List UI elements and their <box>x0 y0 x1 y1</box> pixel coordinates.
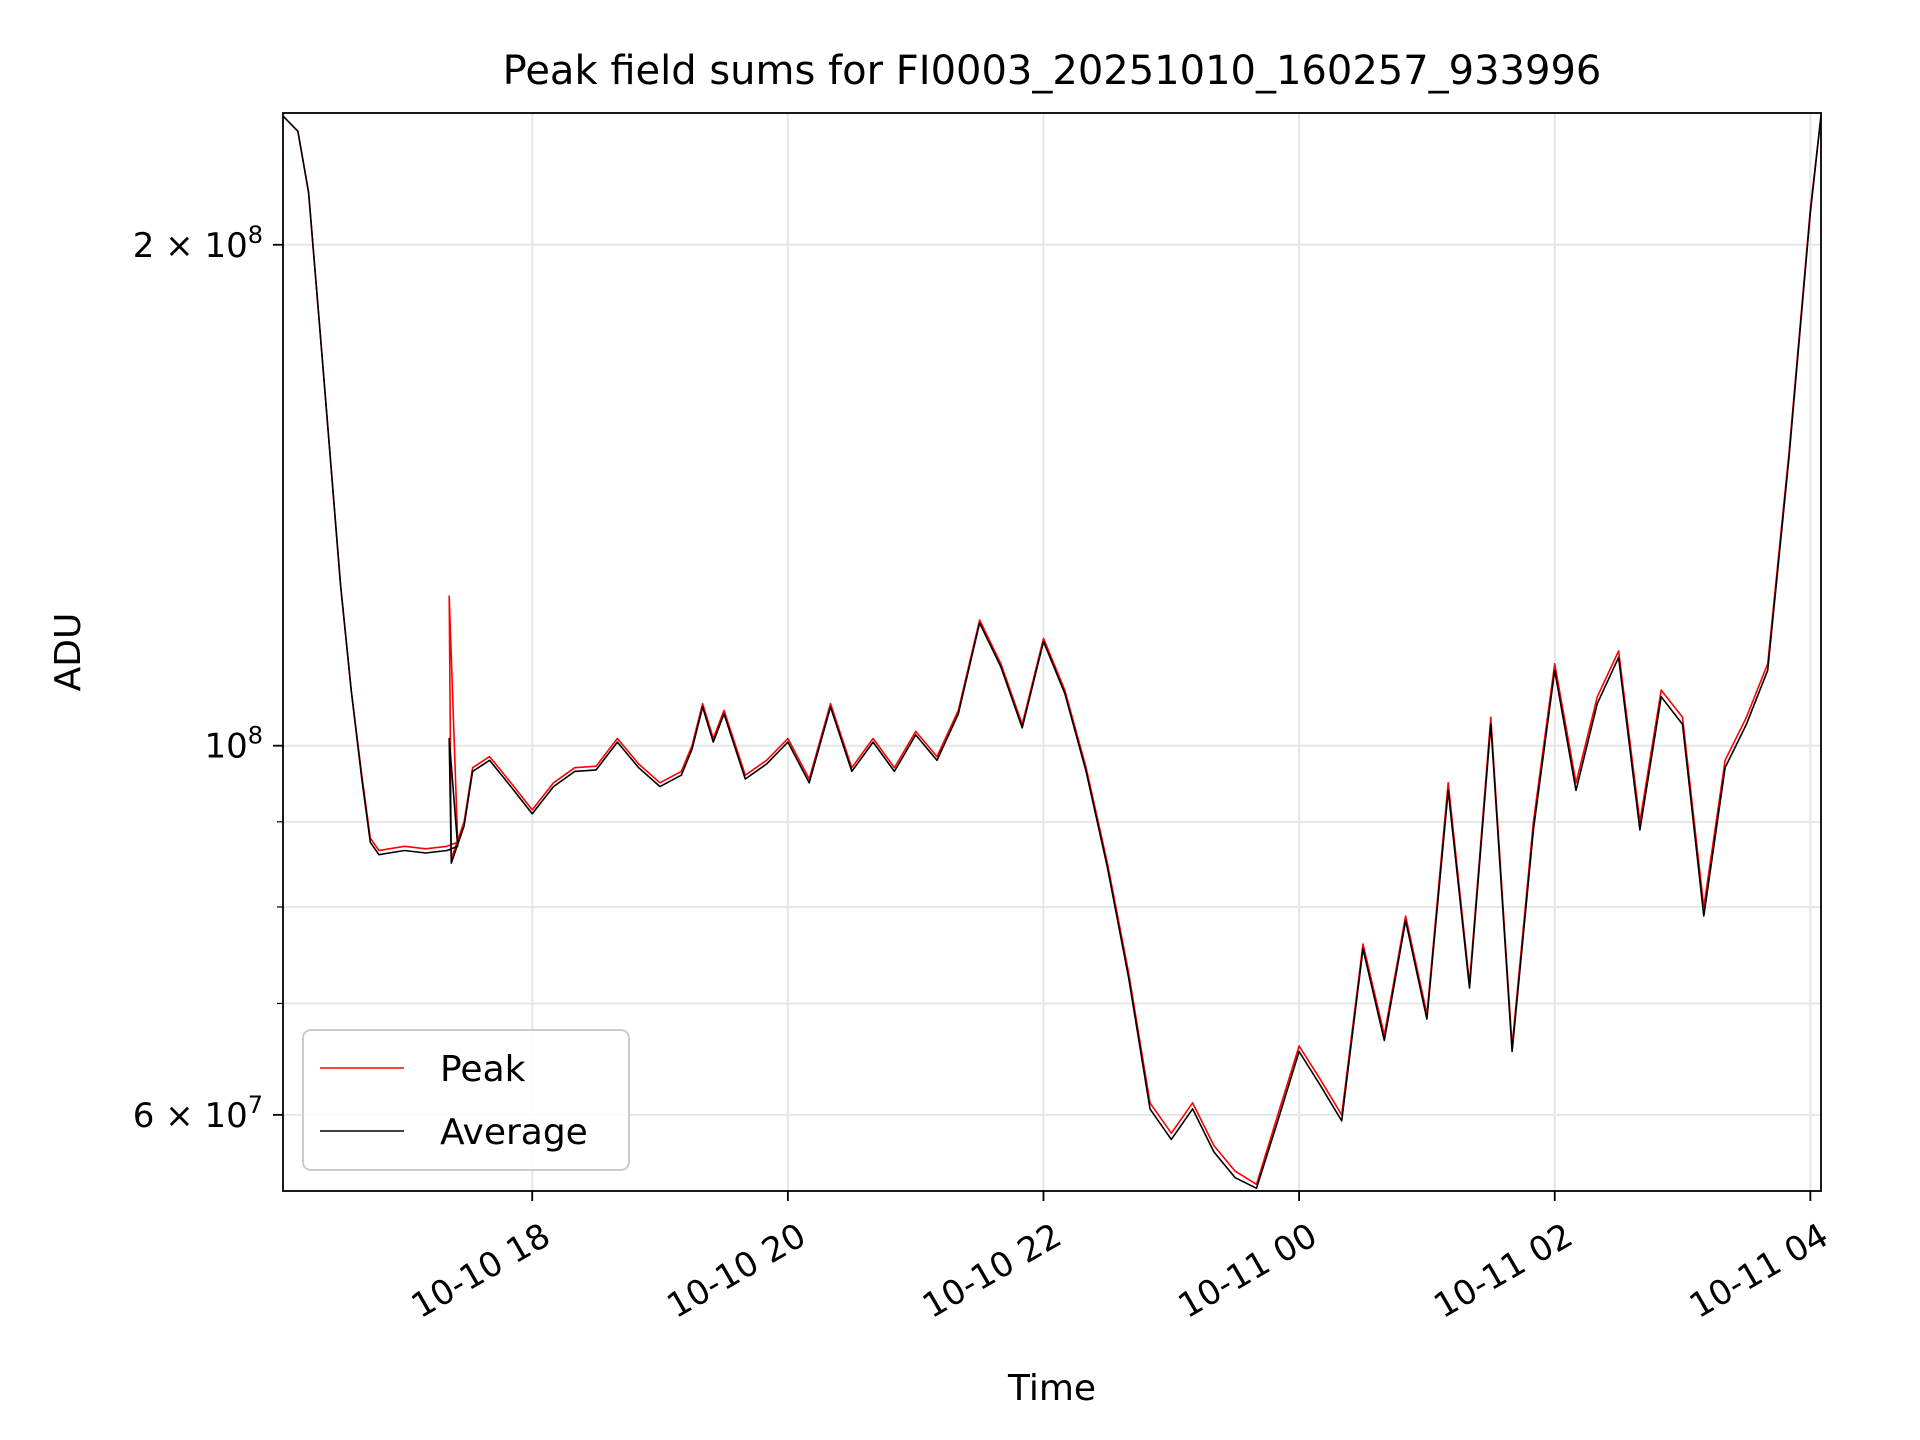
y-axis-label: ADU <box>48 613 89 692</box>
chart-title: Peak field sums for FI0003_20251010_1602… <box>503 48 1602 94</box>
x-axis-label: Time <box>1007 1368 1096 1409</box>
y-tick-label: 108 <box>204 722 263 767</box>
series-layer <box>283 115 1821 1190</box>
y-tick-exponent: 7 <box>248 1091 263 1119</box>
y-tick-label: 2 × 108 <box>133 221 263 266</box>
y-tick-base: 6 × 10 <box>133 1096 248 1136</box>
series-line-average <box>283 115 1821 1190</box>
y-tick-base: 2 × 10 <box>133 226 248 266</box>
plot-frame <box>282 112 1822 1192</box>
y-tick-base: 10 <box>204 727 247 767</box>
legend-box <box>302 1029 630 1171</box>
y-tick-label: 6 × 107 <box>133 1091 263 1136</box>
legend-label-peak: Peak <box>440 1049 526 1090</box>
series-line-peak <box>283 115 1821 1186</box>
legend: Peak Average <box>302 1029 630 1171</box>
y-tick-exponent: 8 <box>248 722 263 750</box>
legend-label-average: Average <box>440 1112 588 1153</box>
y-tick-exponent: 8 <box>248 221 263 249</box>
